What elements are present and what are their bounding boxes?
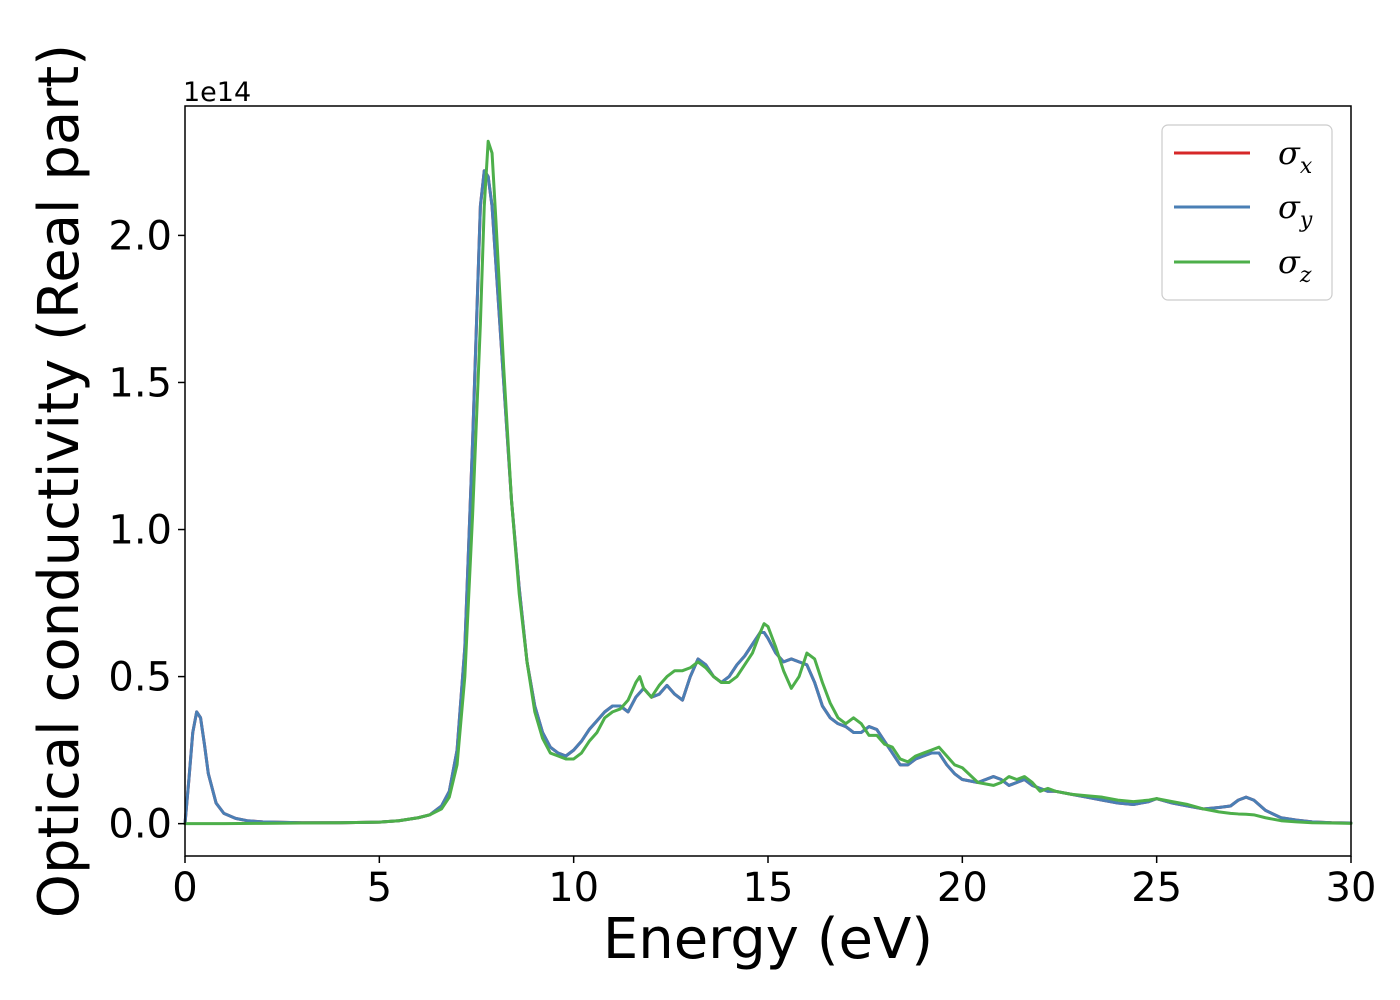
x-tick-label: 10 [548,865,599,911]
y-axis-offset-text: 1e14 [183,77,251,108]
x-tick-label: 15 [743,865,794,911]
y-tick-label: 1.5 [108,360,172,406]
y-tick-label: 1.0 [108,508,172,554]
legend-label-x: σx [1278,134,1313,179]
x-tick-label: 25 [1131,865,1182,911]
x-tick-label: 0 [172,865,197,911]
y-axis: 0.0 0.5 1.0 1.5 2.0 [108,213,185,848]
y-axis-label: Optical conductivity (Real part) [27,44,92,918]
y-tick-label: 0.0 [108,802,172,848]
y-tick-label: 0.5 [108,655,172,701]
series-layer [183,139,1353,826]
plot-area [183,105,1353,857]
x-axis-label: Energy (eV) [603,907,933,972]
x-tick-label: 5 [367,865,392,911]
x-tick-label: 20 [937,865,988,911]
x-tick-label: 30 [1326,865,1377,911]
y-tick-label: 2.0 [108,213,172,259]
x-axis: 0 5 10 15 20 25 30 [172,856,1376,911]
legend-box [1161,124,1333,301]
series-line-z [183,139,1353,826]
